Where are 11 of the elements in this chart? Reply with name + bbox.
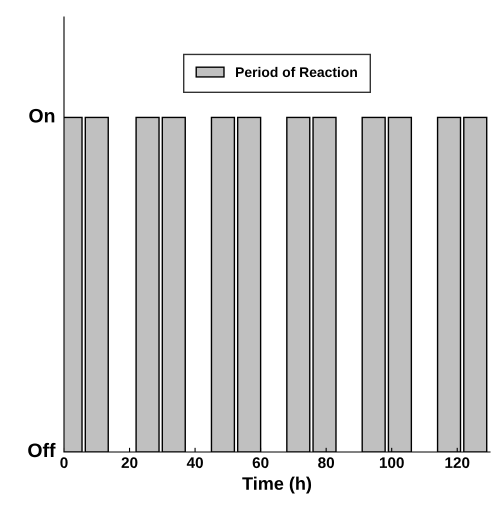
text: Off [28, 442, 56, 458]
x-axis-title: Time (h) [242, 476, 312, 494]
x-tick-label: 100 [380, 457, 404, 468]
x-tick-label: 60 [252, 457, 268, 468]
text: On [29, 108, 54, 123]
x-tick-label: 80 [318, 457, 334, 468]
x-tick-label: 20 [122, 457, 138, 468]
x-tick-label: 0 [60, 457, 68, 468]
x-tick-label: 120 [445, 457, 470, 468]
x-tick-label: 40 [186, 457, 203, 468]
legend-label: Period of Reaction [236, 66, 357, 78]
